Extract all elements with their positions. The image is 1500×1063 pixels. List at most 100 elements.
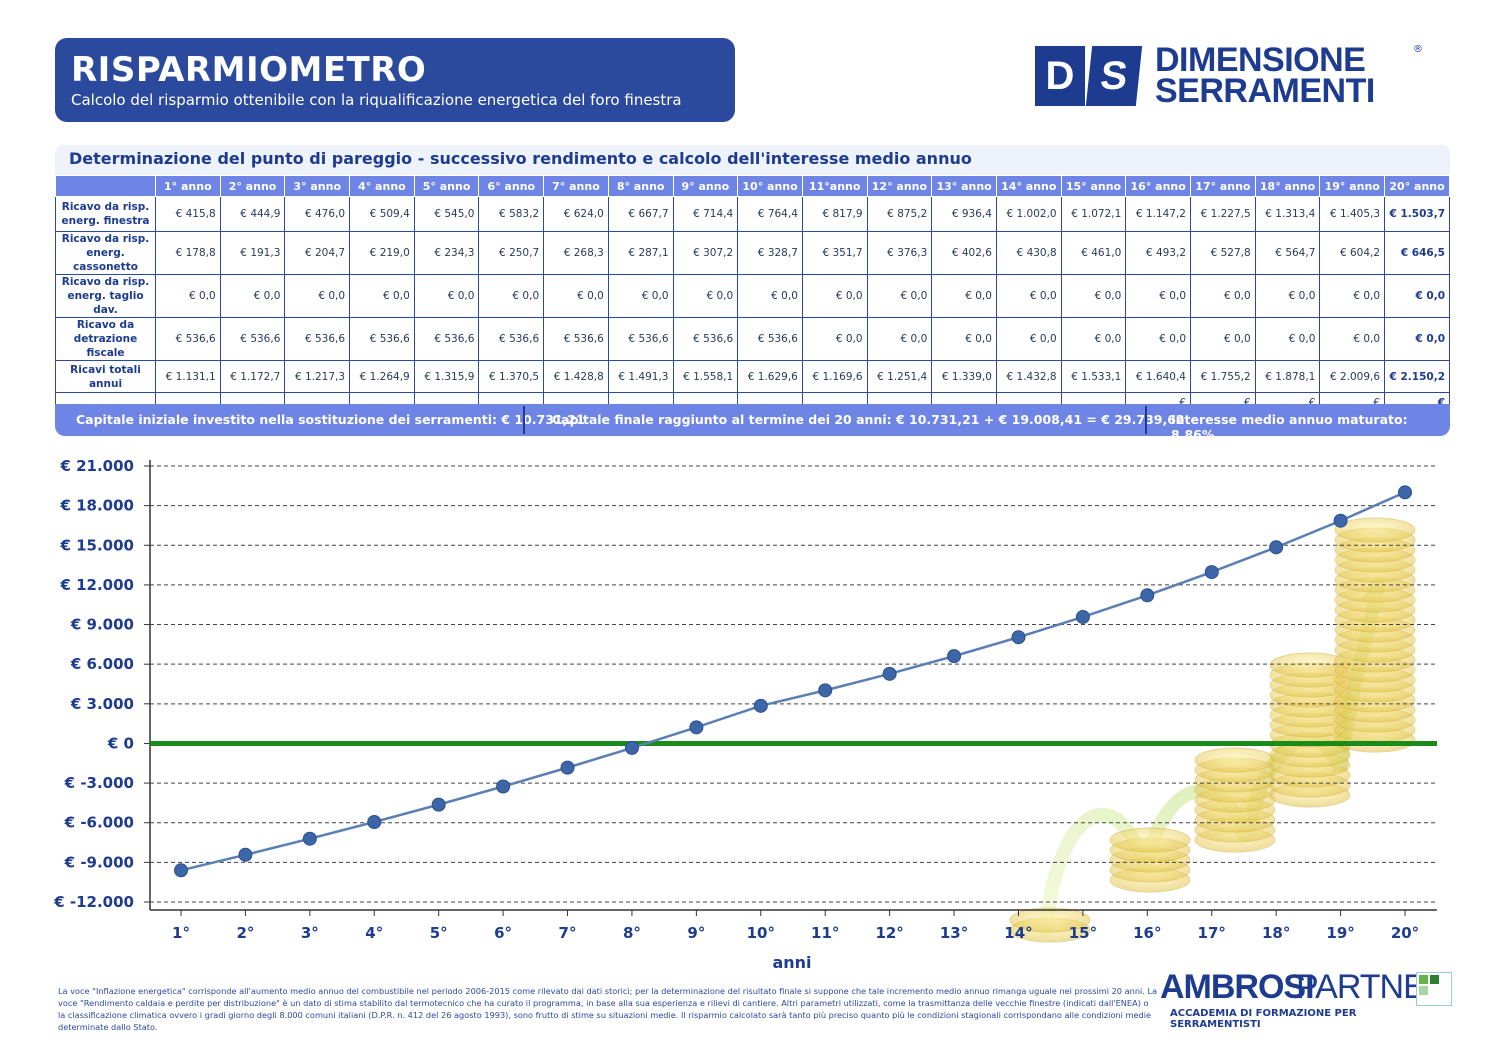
x-tick-label: 20°: [1391, 924, 1419, 942]
x-axis-label: anni: [772, 953, 811, 972]
column-header: 16° anno: [1125, 175, 1191, 197]
data-point: [1140, 588, 1155, 603]
quality-badge-icon: [1416, 972, 1452, 1006]
capitale-finale: Capitale finale raggiunto al termine dei…: [552, 412, 1185, 427]
table-cell: € 0,0: [995, 274, 1062, 318]
interesse-medio: Interesse medio annuo maturato: 8,86%: [1171, 412, 1408, 442]
brand-tagline: ACCADEMIA DI FORMAZIONE PER SERRAMENTIST…: [1170, 1008, 1357, 1030]
table-cell: € 1.558,1: [672, 360, 739, 393]
ambrosi-partner-logo: AMBROSI PARTNER ACCADEMIA DI FORMAZIONE …: [1160, 968, 1452, 1030]
y-tick-label: € -3.000: [64, 774, 134, 792]
table-cell: € 0,0: [1125, 274, 1191, 318]
x-tick-label: 6°: [494, 924, 512, 942]
column-header: 7° anno: [543, 175, 609, 197]
table-cell: € 1.533,1: [1060, 360, 1127, 393]
y-tick-label: € 18.000: [59, 497, 134, 515]
table-cell: € 646,5: [1384, 231, 1450, 275]
data-point: [1269, 540, 1284, 555]
row-label: Ricavi totali annui: [55, 360, 156, 393]
x-tick-label: 12°: [875, 924, 903, 942]
table-cell: € 219,0: [349, 231, 415, 275]
table-cell: € 1.640,4: [1125, 360, 1191, 393]
x-tick-label: 17°: [1198, 924, 1226, 942]
data-point: [1204, 565, 1219, 580]
x-tick-label: 14°: [1004, 924, 1032, 942]
table-cell: € 583,2: [478, 196, 545, 232]
x-tick-label: 2°: [236, 924, 254, 942]
data-point: [1011, 630, 1026, 645]
table-cell: € 0,0: [1319, 317, 1386, 361]
table-cell: € 1.251,4: [866, 360, 933, 393]
table-cell: € 0,0: [931, 274, 997, 318]
column-header: 2° anno: [219, 175, 286, 197]
y-tick-label: € -12.000: [53, 893, 134, 911]
x-tick-label: 9°: [687, 924, 705, 942]
table-cell: € 376,3: [866, 231, 933, 275]
column-header: 10° anno: [737, 175, 803, 197]
column-header: 14° anno: [995, 175, 1062, 197]
table-cell: € 0,0: [1190, 274, 1256, 318]
table-cell: € 191,3: [219, 231, 286, 275]
table-cell: € 1.147,2: [1125, 196, 1191, 232]
table-cell: € 1.878,1: [1254, 360, 1321, 393]
table-cell: € 1.503,7: [1384, 196, 1450, 232]
table-cell: € 476,0: [284, 196, 351, 232]
table-cell: € 250,7: [478, 231, 545, 275]
table-cell: € 536,6: [672, 317, 739, 361]
table-row: Ricavo da risp. energ. finestra € 415,8 € …: [55, 196, 1450, 232]
table-cell: € 936,4: [931, 196, 997, 232]
logo-d-box: D: [1035, 46, 1085, 106]
table-cell: € 0,0: [1384, 274, 1450, 318]
y-tick-label: € 0: [107, 734, 134, 752]
x-tick-label: 10°: [747, 924, 775, 942]
table-cell: € 493,2: [1125, 231, 1191, 275]
cashflow-table: 1° anno 2° anno 3° anno 4° anno 5° anno 6° an…: [55, 175, 1450, 425]
y-tick-label: € -9.000: [64, 853, 134, 871]
table-cell: € 545,0: [413, 196, 480, 232]
table-cell: € 0,0: [219, 274, 286, 318]
table-cell: € 0,0: [1190, 317, 1256, 361]
table-cell: € 328,7: [737, 231, 803, 275]
table-cell: € 444,9: [219, 196, 286, 232]
page-title: RISPARMIOMETRO: [71, 50, 427, 90]
x-tick-label: 18°: [1262, 924, 1290, 942]
table-cell: € 0,0: [543, 274, 609, 318]
table-row: Ricavo da risp. energ. cassonetto € 178,8…: [55, 231, 1450, 275]
table-cell: € 604,2: [1319, 231, 1386, 275]
table-cell: € 1.428,8: [543, 360, 609, 393]
table-cell: € 0,0: [413, 274, 480, 318]
data-point: [431, 797, 446, 812]
table-cell: € 1.002,0: [995, 196, 1062, 232]
column-header: 12° anno: [866, 175, 933, 197]
x-tick-label: 3°: [301, 924, 319, 942]
table-cell: € 0,0: [1060, 317, 1127, 361]
y-tick-label: € 6.000: [70, 655, 134, 673]
table-cell: € 536,6: [543, 317, 609, 361]
table-cell: € 0,0: [801, 274, 868, 318]
table-cell: € 667,7: [607, 196, 674, 232]
data-point: [238, 847, 253, 862]
x-tick-label: 5°: [430, 924, 448, 942]
table-cell: € 0,0: [1254, 274, 1321, 318]
data-point: [689, 720, 704, 735]
table-cell: € 307,2: [672, 231, 739, 275]
table-cell: € 0,0: [801, 317, 868, 361]
data-point: [1075, 609, 1090, 624]
logo-word-1: DIMENSIONE: [1155, 41, 1366, 79]
table-cell: € 0,0: [995, 317, 1062, 361]
column-header: 3° anno: [284, 175, 351, 197]
header-banner: RISPARMIOMETRO Calcolo del risparmio ott…: [55, 38, 735, 122]
table-cell: € 1.315,9: [413, 360, 480, 393]
summary-divider: [523, 406, 525, 434]
y-tick-label: € 3.000: [70, 695, 134, 713]
column-header: 11°anno: [801, 175, 868, 197]
page-subtitle: Calcolo del risparmio ottenibile con la …: [71, 91, 682, 109]
data-point: [302, 831, 317, 846]
table-cell: € 1.491,3: [607, 360, 674, 393]
table-cell: € 1.339,0: [931, 360, 997, 393]
table-cell: € 234,3: [413, 231, 480, 275]
x-tick-label: 8°: [623, 924, 641, 942]
table-cell: € 527,8: [1190, 231, 1256, 275]
table-cell: € 178,8: [155, 231, 221, 275]
table-corner-cell: [55, 175, 156, 197]
